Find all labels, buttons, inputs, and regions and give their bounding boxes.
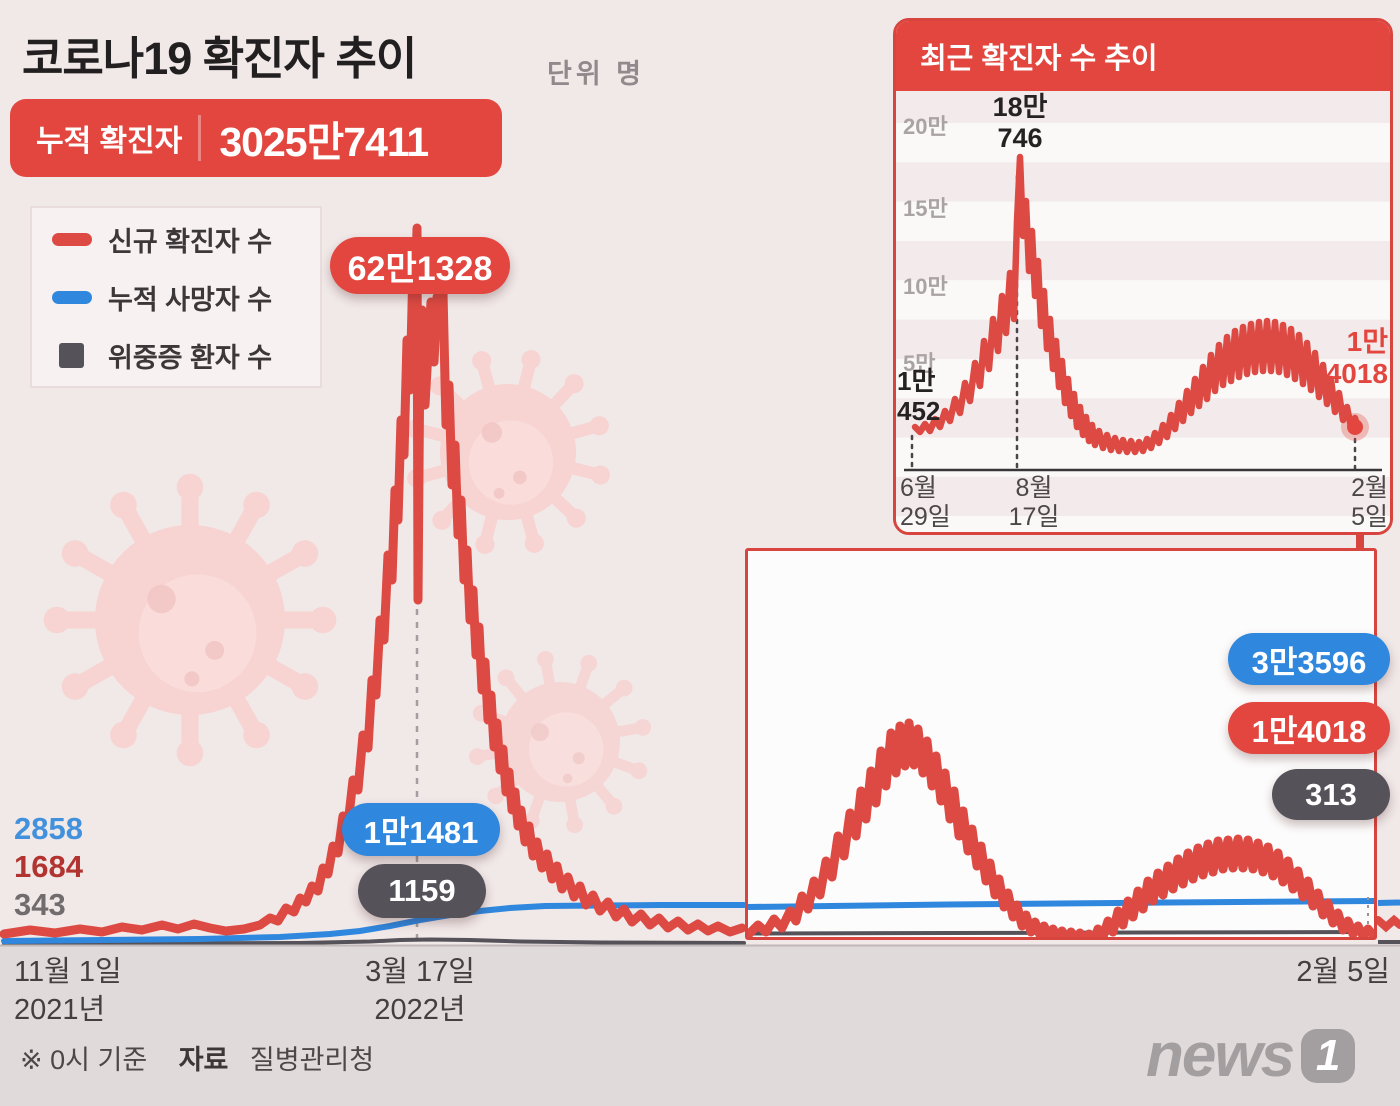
start-deaths-value: 2858 bbox=[14, 811, 83, 846]
critical-end-pill: 313 bbox=[1272, 769, 1390, 820]
zoom-deaths-line bbox=[747, 898, 1375, 910]
cumulative-badge-label: 누적 확진자 bbox=[36, 125, 183, 158]
inset-new-cases-line bbox=[911, 153, 1362, 456]
new-cases-line-right bbox=[1374, 914, 1400, 933]
footer-note: ※ 0시 기준 자료 질병관리청 bbox=[20, 1038, 374, 1077]
inset-x-tick-end: 2월 5일 bbox=[1351, 474, 1388, 531]
start-new-cases-value: 1684 bbox=[14, 849, 83, 884]
footer-basis: ※ 0시 기준 bbox=[20, 1045, 148, 1075]
peak-value-pill: 62만1328 bbox=[330, 237, 510, 294]
inset-x-tick-mid: 8월 17일 bbox=[1008, 474, 1060, 531]
x-tick-start: 11월 1일 2021년 bbox=[14, 956, 122, 1026]
start-values: 2858 1684 343 bbox=[14, 810, 83, 924]
deaths-end-pill: 3만3596 bbox=[1228, 633, 1390, 685]
virus-watermark-icon bbox=[44, 474, 337, 767]
inset-start-value-label: 1만 452 bbox=[897, 366, 941, 426]
footer-source-label: 자료 bbox=[178, 1045, 229, 1075]
badge-divider bbox=[198, 115, 202, 161]
inset-zoom-connector bbox=[1356, 532, 1364, 551]
x-tick-end: 2월 5일 bbox=[1296, 956, 1390, 988]
footer-source-org: 질병관리청 bbox=[249, 1045, 375, 1075]
gray-square-swatch-icon bbox=[59, 342, 84, 368]
inset-x-tick-start: 6월 29일 bbox=[900, 474, 951, 531]
cumulative-badge: 누적 확진자 3025만7411 bbox=[10, 99, 502, 177]
inset-title: 최근 확진자 수 추이 bbox=[896, 21, 1390, 91]
x-tick-peak: 3월 17일 2022년 bbox=[365, 956, 475, 1026]
inset-chart-panel: 최근 확진자 수 추이 bbox=[893, 18, 1393, 535]
inset-chart bbox=[896, 91, 1390, 532]
news1-logo: news 1 bbox=[1146, 1020, 1356, 1091]
page-title: 코로나19 확진자 추이 bbox=[22, 33, 417, 84]
unit-label: 단위 명 bbox=[547, 59, 646, 89]
inset-end-dot bbox=[1347, 419, 1363, 435]
inset-stripes bbox=[896, 91, 1390, 532]
cumulative-badge-value: 3025만7411 bbox=[219, 119, 429, 165]
red-line-swatch-icon bbox=[52, 232, 92, 246]
inset-end-value-label: 1만 4018 bbox=[1325, 326, 1388, 389]
axis-band bbox=[0, 945, 1400, 1106]
legend-item-critical: 위중증 환자 수 bbox=[32, 336, 320, 375]
legend-item-new-cases: 신규 확진자 수 bbox=[32, 220, 320, 259]
deaths-line-right bbox=[1377, 899, 1400, 906]
inset-y-tick-15: 15만 bbox=[903, 196, 948, 221]
inset-y-tick-5: 5만 bbox=[903, 351, 936, 376]
start-critical-value: 343 bbox=[14, 887, 66, 922]
deaths-mid-pill: 1만1481 bbox=[342, 803, 500, 856]
inset-y-tick-10: 10만 bbox=[903, 274, 948, 299]
blue-line-swatch-icon bbox=[52, 290, 92, 304]
news1-logo-text: news bbox=[1146, 1021, 1295, 1090]
legend-item-deaths: 누적 사망자 수 bbox=[32, 278, 320, 317]
new-cases-end-pill: 1만4018 bbox=[1228, 702, 1390, 754]
critical-line bbox=[2, 937, 746, 946]
inset-y-tick-20: 20만 bbox=[903, 114, 948, 139]
news1-logo-one-icon: 1 bbox=[1301, 1028, 1356, 1083]
legend: 신규 확진자 수 누적 사망자 수 위중증 환자 수 bbox=[30, 206, 322, 388]
critical-mid-pill: 1159 bbox=[358, 864, 486, 918]
inset-peak-value-label: 18만 746 bbox=[992, 92, 1048, 153]
